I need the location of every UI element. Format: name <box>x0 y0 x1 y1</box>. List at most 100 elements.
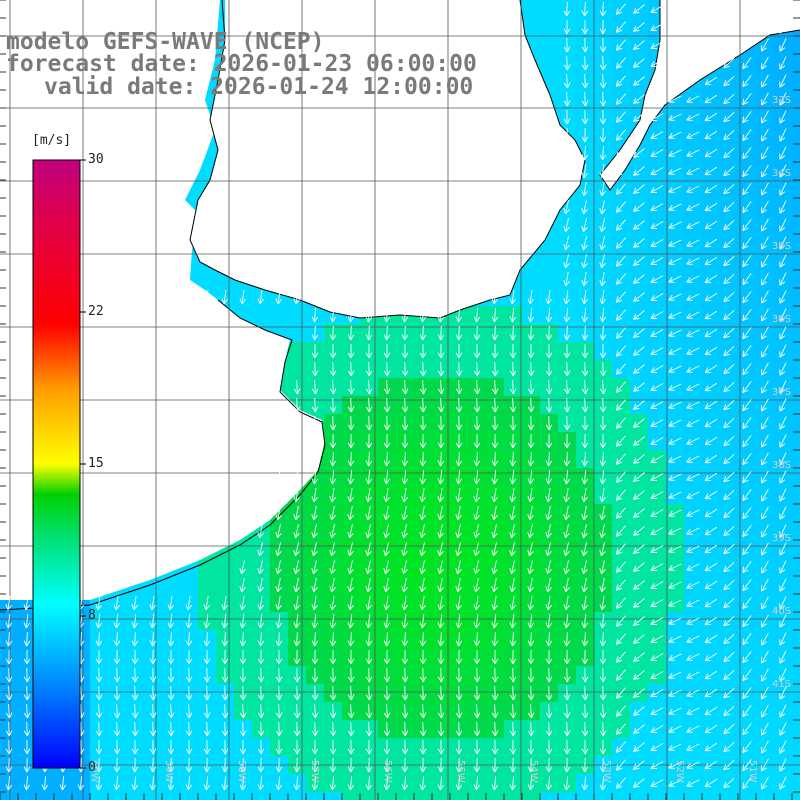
wind-cell <box>198 594 217 613</box>
wind-cell <box>558 18 577 37</box>
wind-cell <box>576 54 595 73</box>
wind-cell <box>612 612 631 631</box>
wind-cell <box>108 612 127 631</box>
wind-arrow <box>365 451 373 467</box>
wind-cell <box>720 792 739 800</box>
wind-arrow <box>419 325 427 341</box>
wind-cell <box>612 756 631 775</box>
wind-arrow <box>221 290 228 305</box>
wind-cell <box>630 450 649 469</box>
wind-cell <box>756 594 775 613</box>
wind-cell <box>612 198 631 217</box>
wind-cell <box>360 774 379 793</box>
wind-arrow <box>491 361 499 377</box>
wind-arrow <box>686 131 700 139</box>
wind-cell <box>468 558 487 577</box>
wind-cell <box>342 558 361 577</box>
wind-cell <box>522 576 541 595</box>
wind-cell <box>756 540 775 559</box>
wind-cell <box>702 342 721 361</box>
wind-arrow <box>599 19 607 35</box>
wind-cell <box>594 612 613 631</box>
wind-cell <box>666 666 685 685</box>
wind-arrow <box>650 275 664 283</box>
wind-cell <box>486 774 505 793</box>
wind-cell <box>108 756 127 775</box>
wind-cell <box>414 792 433 800</box>
wind-cell <box>396 738 415 757</box>
wind-cell <box>684 540 703 559</box>
wind-arrow <box>650 455 664 463</box>
wind-arrow <box>419 415 427 431</box>
wind-cell <box>630 180 649 199</box>
wind-cell <box>612 378 631 397</box>
wind-arrow <box>437 361 445 377</box>
wind-cell <box>774 738 793 757</box>
wind-cell <box>558 558 577 577</box>
wind-cell <box>522 396 541 415</box>
colorbar-label-15: 15 <box>88 456 104 471</box>
wind-cell <box>792 594 800 613</box>
wind-cell <box>630 198 649 217</box>
wind-cell <box>414 540 433 559</box>
wind-cell <box>792 54 800 73</box>
wind-arrow <box>704 220 718 230</box>
wind-arrow <box>599 236 606 251</box>
wind-arrow <box>761 20 769 34</box>
wind-arrow <box>686 59 700 67</box>
wind-arrow <box>527 361 535 377</box>
wind-cell <box>216 648 235 667</box>
wind-cell <box>540 378 559 397</box>
wind-cell <box>486 720 505 739</box>
wind-cell <box>648 198 667 217</box>
wind-cell <box>540 792 559 800</box>
wind-cell <box>396 486 415 505</box>
wind-cell <box>306 648 325 667</box>
wind-cell <box>666 720 685 739</box>
wind-cell <box>18 702 37 721</box>
wind-cell <box>180 576 199 595</box>
wind-cell <box>792 558 800 577</box>
wind-arrow <box>599 361 607 377</box>
wind-cell <box>540 36 559 55</box>
wind-cell <box>486 792 505 800</box>
wind-cell <box>486 756 505 775</box>
wind-cell <box>774 666 793 685</box>
wind-cell <box>684 306 703 325</box>
wind-arrow <box>563 451 571 467</box>
wind-cell <box>684 144 703 163</box>
wind-arrow <box>293 451 301 467</box>
wind-arrow <box>668 5 682 13</box>
wind-cell <box>558 0 577 19</box>
wind-cell <box>720 180 739 199</box>
wind-cell <box>432 324 451 343</box>
wind-arrow <box>650 167 664 175</box>
wind-arrow <box>650 59 664 67</box>
wind-cell <box>414 648 433 667</box>
wind-cell <box>792 774 800 793</box>
wind-cell <box>540 576 559 595</box>
wind-cell <box>270 756 289 775</box>
wind-arrow <box>633 328 645 338</box>
wind-arrow <box>563 361 571 377</box>
wind-cell <box>630 36 649 55</box>
wind-cell <box>504 792 523 800</box>
wind-arrow <box>347 361 355 377</box>
wind-arrow <box>615 399 626 411</box>
wind-cell <box>756 558 775 577</box>
wind-cell <box>468 720 487 739</box>
wind-cell <box>702 360 721 379</box>
wind-cell <box>360 342 379 361</box>
wind-cell <box>36 792 55 800</box>
wind-cell <box>396 396 415 415</box>
wind-arrow <box>615 219 626 231</box>
wind-cell <box>702 414 721 433</box>
wind-cell <box>252 792 271 800</box>
wind-cell <box>792 378 800 397</box>
wind-cell <box>792 324 800 343</box>
wind-cell <box>756 774 775 793</box>
wind-cell <box>720 450 739 469</box>
wind-cell <box>270 522 289 541</box>
wind-cell <box>342 756 361 775</box>
wind-cell <box>594 90 613 109</box>
